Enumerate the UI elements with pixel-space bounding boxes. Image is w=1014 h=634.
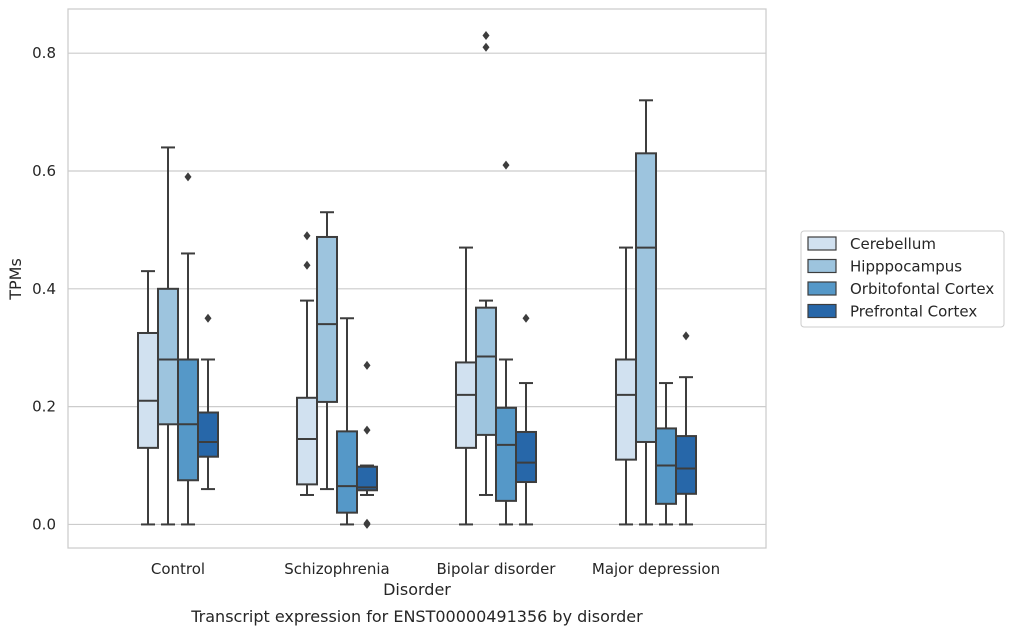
y-tick-label: 0.6: [32, 162, 56, 180]
x-tick-label: Control: [151, 560, 205, 578]
box-iqr: [515, 430, 537, 484]
legend-swatch: [807, 281, 837, 296]
y-tick-label: 0.2: [32, 398, 56, 416]
box-iqr: [455, 361, 477, 449]
legend-label: Cerebellum: [850, 235, 936, 253]
outlier-point: [204, 313, 212, 323]
legend: Cerebellum Hipppocampus Orbitofontal Corte…: [800, 230, 1005, 328]
y-tick-label: 0.8: [32, 44, 56, 62]
outlier-point: [363, 425, 371, 435]
outlier-point: [303, 231, 311, 241]
y-axis-label: TPMs: [6, 258, 25, 301]
box-iqr: [356, 465, 378, 492]
x-tick-label: Bipolar disorder: [437, 560, 557, 578]
box-2-1: [336, 317, 358, 526]
legend-swatch: [807, 303, 837, 319]
box-3-3: [675, 331, 697, 526]
box-3-1: [356, 360, 378, 529]
outlier-point: [303, 260, 311, 270]
box-1-2: [475, 31, 497, 496]
legend-swatch: [807, 258, 837, 274]
box-3-0: [197, 313, 219, 491]
outlier-point: [482, 31, 490, 41]
y-tick-label: 0.0: [32, 515, 56, 533]
box-series: [137, 31, 697, 529]
legend-swatch: [807, 236, 837, 251]
box-iqr: [157, 287, 179, 426]
legend-label: Hipppocampus: [850, 258, 962, 276]
legend-frame: [800, 230, 1005, 328]
box-1-0: [157, 146, 179, 526]
box-0-3: [615, 246, 637, 526]
outlier-point: [682, 331, 690, 341]
box-iqr: [197, 411, 219, 458]
x-tick-label: Schizophrenia: [284, 560, 389, 578]
y-tick-label: 0.4: [32, 280, 56, 298]
box-iqr: [137, 331, 159, 449]
outlier-point: [184, 172, 192, 182]
box-iqr: [177, 358, 199, 482]
box-2-2: [495, 160, 517, 526]
box-iqr: [296, 396, 318, 486]
x-ticks: Control Schizophrenia Bipolar disorder Majo…: [151, 560, 720, 578]
box-1-3: [635, 99, 657, 526]
box-0-2: [455, 246, 477, 526]
box-iqr: [336, 430, 358, 514]
box-3-2: [515, 313, 537, 526]
box-iqr: [316, 235, 338, 403]
box-iqr: [615, 358, 637, 461]
box-iqr: [475, 306, 497, 436]
box-2-3: [655, 382, 677, 526]
outlier-point: [522, 313, 530, 323]
outlier-point: [482, 42, 490, 52]
box-2-0: [177, 172, 199, 526]
box-iqr: [675, 435, 697, 495]
outlier-point: [502, 160, 510, 170]
figure-caption: Transcript expression for ENST0000049135…: [190, 607, 643, 626]
box-0-1: [296, 231, 318, 496]
x-tick-label: Major depression: [592, 560, 720, 578]
box-1-1: [316, 211, 338, 491]
box-0-0: [137, 270, 159, 526]
legend-label: Prefrontal Cortex: [850, 303, 977, 321]
outlier-point: [363, 518, 371, 528]
box-iqr: [635, 152, 657, 443]
box-iqr: [495, 406, 517, 502]
plot-frame: [67, 8, 767, 549]
legend-label: Orbitofontal Cortex: [850, 280, 994, 298]
y-ticks: 0.0 0.2 0.4 0.6 0.8: [32, 44, 56, 533]
x-axis-label: Disorder: [383, 580, 451, 599]
outlier-point: [363, 360, 371, 370]
